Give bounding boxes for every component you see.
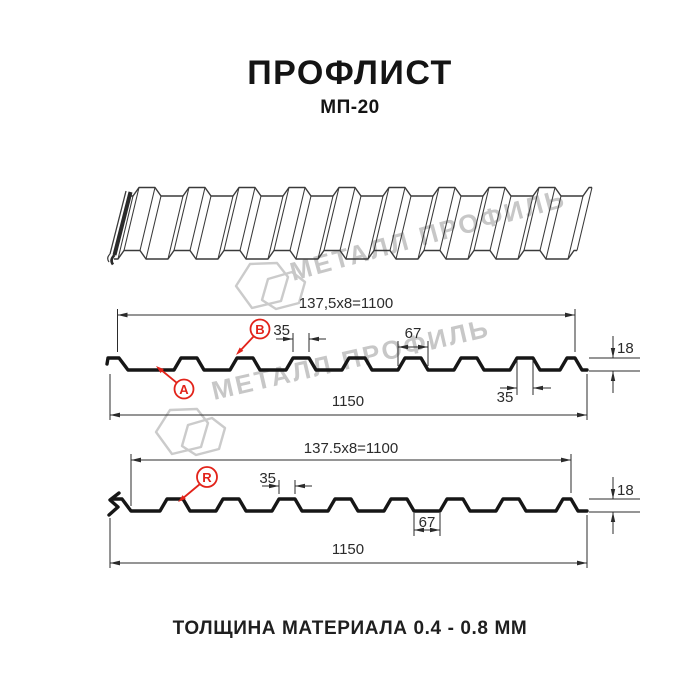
watermark-middle: МЕТАЛЛ ПРОФИЛЬ (154, 313, 493, 457)
dim-crest-top-reverse: 35 (259, 470, 312, 494)
sheet-cut-edge (112, 191, 133, 256)
metal-profile-logo-icon (260, 270, 307, 311)
rib-crease-lines (117, 187, 593, 260)
sheet-edge-curl-inner (107, 253, 111, 263)
dim-height-reverse: 18 (589, 477, 640, 534)
dim-height-reverse-label: 18 (617, 482, 634, 499)
dim-crest-top-front: 35 (273, 322, 326, 352)
dim-crest-span-front: 67 (397, 325, 429, 366)
dim-crest-top-front-label: 35 (273, 322, 290, 339)
dim-crest-span-front-label: 67 (405, 325, 422, 342)
profile-model-label: МП-20 (320, 97, 380, 118)
dim-module-reverse: 137.5x8=1100 (130, 440, 572, 506)
profile-outline-reverse (111, 497, 589, 513)
dim-module-reverse-label: 137.5x8=1100 (304, 440, 398, 457)
near-edge-outline (114, 249, 577, 260)
dim-width-front-label: 1150 (332, 393, 364, 410)
dim-valley-reverse: 67 (413, 513, 441, 536)
dim-crest-base-front-label: 35 (497, 389, 514, 406)
dim-module-front: 137,5x8=1100 (117, 295, 576, 352)
dim-width-reverse-label: 1150 (332, 541, 364, 558)
dim-crest-top-reverse-label: 35 (259, 470, 276, 487)
callout-r: R (178, 466, 218, 502)
dim-valley-reverse-label: 67 (419, 514, 436, 531)
callout-b: B (236, 318, 271, 355)
callout-b-label: B (255, 322, 264, 337)
dim-crest-base-front: 35 (497, 360, 551, 406)
page-title: ПРОФЛИСТ (247, 54, 453, 92)
profile-outline-front (105, 356, 589, 372)
far-edge-outline (129, 186, 592, 197)
sheet-cut-edge-inner (109, 190, 127, 255)
cross-section-reverse: 137.5x8=1100 1150 35 67 (107, 440, 640, 568)
metal-profile-logo-icon (234, 261, 290, 310)
cross-section-front: 137,5x8=1100 1150 35 67 (105, 295, 640, 420)
metal-profile-logo-icon (180, 416, 227, 457)
dim-width-reverse: 1150 (109, 515, 588, 568)
material-thickness-note: ТОЛЩИНА МАТЕРИАЛА 0.4 - 0.8 ММ (172, 618, 528, 639)
dim-width-front: 1150 (109, 374, 588, 420)
callout-a-label: A (179, 382, 189, 397)
break-mark (107, 491, 121, 517)
dim-module-front-label: 137,5x8=1100 (299, 295, 393, 312)
sheet-edge-curl (110, 254, 116, 266)
profile-3d-view (107, 186, 593, 266)
metal-profile-logo-icon (154, 407, 210, 456)
dim-height-front-label: 18 (617, 340, 634, 357)
callout-a: A (156, 366, 195, 400)
callout-r-label: R (202, 470, 212, 485)
dim-height-front: 18 (589, 336, 640, 393)
